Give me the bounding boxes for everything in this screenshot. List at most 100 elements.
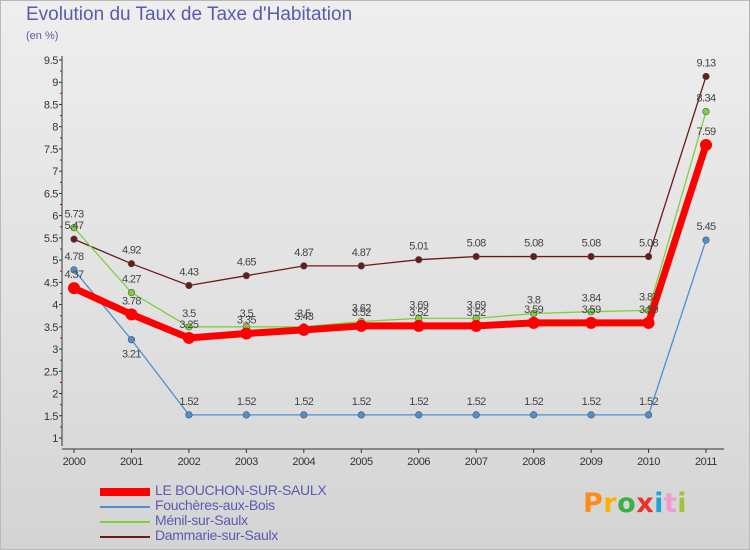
- data-point: [297, 323, 310, 336]
- data-label: 5.47: [64, 220, 83, 232]
- data-point: [530, 411, 538, 419]
- data-label: 3.5: [182, 308, 196, 320]
- data-point: [240, 327, 253, 340]
- data-label: 1.52: [639, 396, 658, 408]
- legend-swatch: [100, 536, 150, 538]
- data-label: 1.52: [237, 396, 256, 408]
- data-point: [185, 323, 193, 331]
- data-label: 3.87: [639, 291, 658, 303]
- data-point: [415, 411, 423, 419]
- legend-swatch: [100, 521, 150, 523]
- data-point: [415, 256, 423, 264]
- series-line-1: [73, 239, 707, 416]
- data-label: 3.84: [582, 293, 601, 305]
- data-label: 1.52: [467, 396, 486, 408]
- data-point: [355, 319, 368, 332]
- y-tick-label: 9.5: [44, 55, 58, 67]
- series-line-2: [73, 111, 707, 328]
- logo-letter: x: [636, 488, 655, 519]
- logo-letter: t: [663, 488, 678, 519]
- x-tick-label: 2000: [63, 456, 86, 468]
- y-tick-label: 6: [52, 211, 58, 223]
- logo-letter: o: [617, 488, 637, 519]
- data-point: [242, 272, 250, 280]
- data-label: 8.34: [696, 93, 715, 105]
- data-point: [702, 72, 710, 81]
- y-tick-label: 3.5: [44, 322, 58, 334]
- legend-swatch: [100, 506, 150, 508]
- data-label: 5.01: [409, 241, 428, 253]
- data-label: 3.59: [524, 304, 543, 316]
- data-label: 7.59: [696, 126, 715, 138]
- data-label: 3.5: [240, 308, 254, 320]
- data-label: 1.52: [352, 396, 371, 408]
- data-point: [357, 411, 365, 419]
- legend-label: Fouchères-aux-Bois: [155, 497, 275, 513]
- y-tick-label: 7: [52, 166, 58, 178]
- data-point: [470, 319, 483, 332]
- data-point: [70, 235, 78, 243]
- data-point: [527, 316, 540, 329]
- x-tick-label: 2008: [522, 456, 545, 468]
- data-point: [700, 138, 712, 151]
- y-tick-label: 8: [52, 122, 58, 134]
- data-label: 5.08: [639, 238, 658, 250]
- y-tick-label: 5.5: [44, 233, 58, 245]
- x-tick-label: 2010: [637, 456, 660, 468]
- data-point: [127, 336, 136, 344]
- data-label: 4.43: [179, 266, 198, 278]
- data-point: [357, 262, 365, 270]
- x-tick-label: 2011: [695, 456, 717, 468]
- data-label: 9.13: [696, 57, 715, 69]
- y-tick-label: 9: [52, 77, 58, 89]
- data-label: 3.35: [237, 314, 256, 326]
- y-tick-label: 4.5: [44, 277, 58, 289]
- data-label: 3.59: [582, 304, 601, 316]
- data-label: 1.52: [409, 396, 428, 408]
- data-label: 3.8: [527, 294, 541, 306]
- data-point: [300, 262, 308, 270]
- axes: 11.522.533.544.555.566.577.588.599.52000…: [44, 55, 724, 468]
- data-label: 1.52: [582, 396, 601, 408]
- legend-label: Dammarie-sur-Saulx: [155, 527, 278, 543]
- data-point: [68, 282, 80, 295]
- data-point: [242, 411, 250, 419]
- data-point: [300, 411, 308, 419]
- data-label: 4.92: [122, 245, 141, 257]
- data-point: [587, 252, 595, 261]
- data-label: 3.78: [122, 295, 141, 307]
- data-point: [70, 224, 78, 232]
- y-tick-label: 2.5: [44, 366, 58, 378]
- data-point: [185, 281, 193, 290]
- data-label: 3.52: [467, 307, 486, 319]
- y-tick-label: 2: [52, 389, 58, 401]
- data-label: 3.43: [294, 311, 313, 323]
- y-tick-label: 1: [52, 433, 58, 445]
- data-point: [702, 236, 710, 244]
- data-point: [644, 411, 653, 419]
- data-point: [125, 308, 138, 321]
- y-tick-label: 1.5: [44, 411, 58, 423]
- x-tick-label: 2004: [292, 456, 315, 468]
- x-tick-label: 2002: [177, 456, 200, 468]
- logo-letter: P: [583, 488, 604, 519]
- y-tick-label: 3: [52, 344, 58, 356]
- data-label: 3.5: [297, 308, 311, 320]
- data-point: [587, 308, 595, 316]
- data-point: [472, 252, 480, 261]
- data-point: [585, 316, 598, 329]
- logo-letter: i: [654, 488, 664, 519]
- legend-label: LE BOUCHON-SUR-SAULX: [155, 482, 327, 498]
- logo-letter: i: [677, 488, 688, 519]
- proxiti-logo: Proxiti: [583, 488, 687, 519]
- data-label: 5.08: [467, 238, 486, 250]
- data-point: [644, 252, 653, 261]
- data-point: [127, 288, 136, 297]
- data-label: 3.25: [179, 319, 198, 331]
- data-point: [587, 411, 595, 419]
- data-point: [472, 411, 480, 419]
- legend-swatch: [100, 488, 150, 496]
- data-label: 5.08: [582, 238, 601, 250]
